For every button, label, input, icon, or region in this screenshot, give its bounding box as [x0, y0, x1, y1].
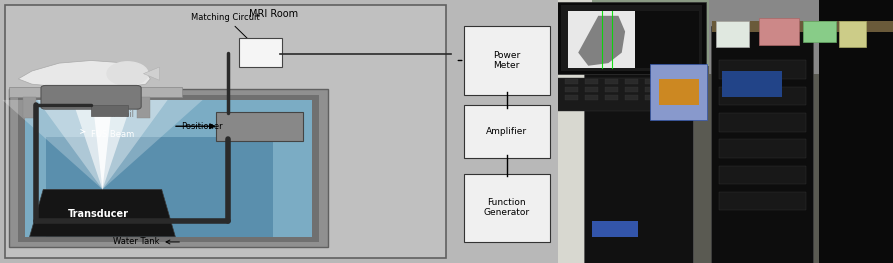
FancyBboxPatch shape	[719, 192, 805, 210]
FancyBboxPatch shape	[625, 95, 638, 100]
FancyBboxPatch shape	[719, 60, 805, 79]
FancyBboxPatch shape	[552, 0, 591, 263]
FancyBboxPatch shape	[25, 100, 312, 237]
FancyBboxPatch shape	[585, 79, 598, 84]
FancyBboxPatch shape	[46, 137, 273, 237]
FancyBboxPatch shape	[605, 87, 618, 92]
FancyBboxPatch shape	[463, 105, 550, 158]
FancyBboxPatch shape	[239, 38, 282, 67]
FancyBboxPatch shape	[9, 87, 182, 97]
FancyBboxPatch shape	[839, 21, 866, 47]
FancyBboxPatch shape	[557, 78, 706, 111]
FancyBboxPatch shape	[41, 85, 141, 109]
Polygon shape	[144, 67, 159, 80]
Text: Function
Generator: Function Generator	[484, 198, 530, 218]
FancyBboxPatch shape	[591, 221, 638, 237]
Text: Amplifier: Amplifier	[486, 127, 528, 136]
FancyBboxPatch shape	[558, 0, 893, 66]
FancyBboxPatch shape	[709, 0, 893, 74]
FancyBboxPatch shape	[759, 18, 799, 45]
FancyBboxPatch shape	[558, 0, 893, 263]
FancyBboxPatch shape	[665, 95, 679, 100]
FancyBboxPatch shape	[803, 21, 836, 42]
Polygon shape	[38, 100, 168, 189]
FancyBboxPatch shape	[712, 26, 814, 263]
FancyBboxPatch shape	[665, 87, 679, 92]
FancyBboxPatch shape	[722, 71, 782, 97]
FancyBboxPatch shape	[564, 87, 579, 92]
FancyBboxPatch shape	[719, 87, 805, 105]
FancyBboxPatch shape	[645, 79, 658, 84]
FancyBboxPatch shape	[658, 79, 699, 105]
FancyBboxPatch shape	[564, 79, 579, 84]
FancyBboxPatch shape	[605, 95, 618, 100]
FancyBboxPatch shape	[625, 79, 638, 84]
FancyBboxPatch shape	[686, 95, 699, 100]
FancyBboxPatch shape	[23, 97, 37, 118]
FancyBboxPatch shape	[686, 79, 699, 84]
FancyBboxPatch shape	[584, 57, 693, 263]
FancyBboxPatch shape	[4, 5, 446, 258]
FancyBboxPatch shape	[625, 87, 638, 92]
Text: Power
Meter: Power Meter	[493, 51, 521, 70]
FancyBboxPatch shape	[568, 11, 635, 68]
FancyBboxPatch shape	[686, 87, 699, 92]
FancyBboxPatch shape	[645, 87, 658, 92]
FancyBboxPatch shape	[719, 139, 805, 158]
Polygon shape	[3, 100, 203, 189]
FancyBboxPatch shape	[9, 89, 328, 247]
FancyBboxPatch shape	[557, 2, 706, 74]
FancyBboxPatch shape	[18, 95, 319, 242]
FancyBboxPatch shape	[645, 95, 658, 100]
FancyBboxPatch shape	[585, 87, 598, 92]
Text: Matching Circuit: Matching Circuit	[191, 13, 260, 51]
FancyBboxPatch shape	[719, 113, 805, 132]
Text: MRI Coil: MRI Coil	[82, 102, 134, 119]
FancyBboxPatch shape	[564, 95, 579, 100]
Polygon shape	[72, 100, 132, 189]
FancyBboxPatch shape	[137, 97, 150, 118]
FancyBboxPatch shape	[820, 0, 893, 263]
Polygon shape	[29, 189, 175, 237]
Circle shape	[107, 62, 148, 85]
Circle shape	[91, 99, 114, 112]
Polygon shape	[579, 16, 625, 66]
FancyBboxPatch shape	[463, 26, 550, 95]
Text: FUS Beam: FUS Beam	[80, 129, 134, 139]
FancyBboxPatch shape	[650, 64, 707, 120]
Polygon shape	[93, 100, 113, 189]
FancyBboxPatch shape	[585, 95, 598, 100]
Text: MRI Room: MRI Room	[248, 9, 298, 19]
FancyBboxPatch shape	[463, 174, 550, 242]
Polygon shape	[18, 60, 150, 89]
FancyBboxPatch shape	[216, 112, 303, 141]
FancyBboxPatch shape	[713, 21, 893, 32]
FancyBboxPatch shape	[91, 105, 128, 116]
Text: Positioner: Positioner	[181, 122, 223, 131]
FancyBboxPatch shape	[715, 21, 749, 47]
Text: Transducer: Transducer	[68, 209, 129, 219]
FancyBboxPatch shape	[719, 166, 805, 184]
FancyBboxPatch shape	[562, 5, 702, 71]
FancyBboxPatch shape	[605, 79, 618, 84]
Text: Water Tank: Water Tank	[113, 237, 179, 246]
FancyBboxPatch shape	[665, 79, 679, 84]
FancyBboxPatch shape	[635, 11, 699, 68]
